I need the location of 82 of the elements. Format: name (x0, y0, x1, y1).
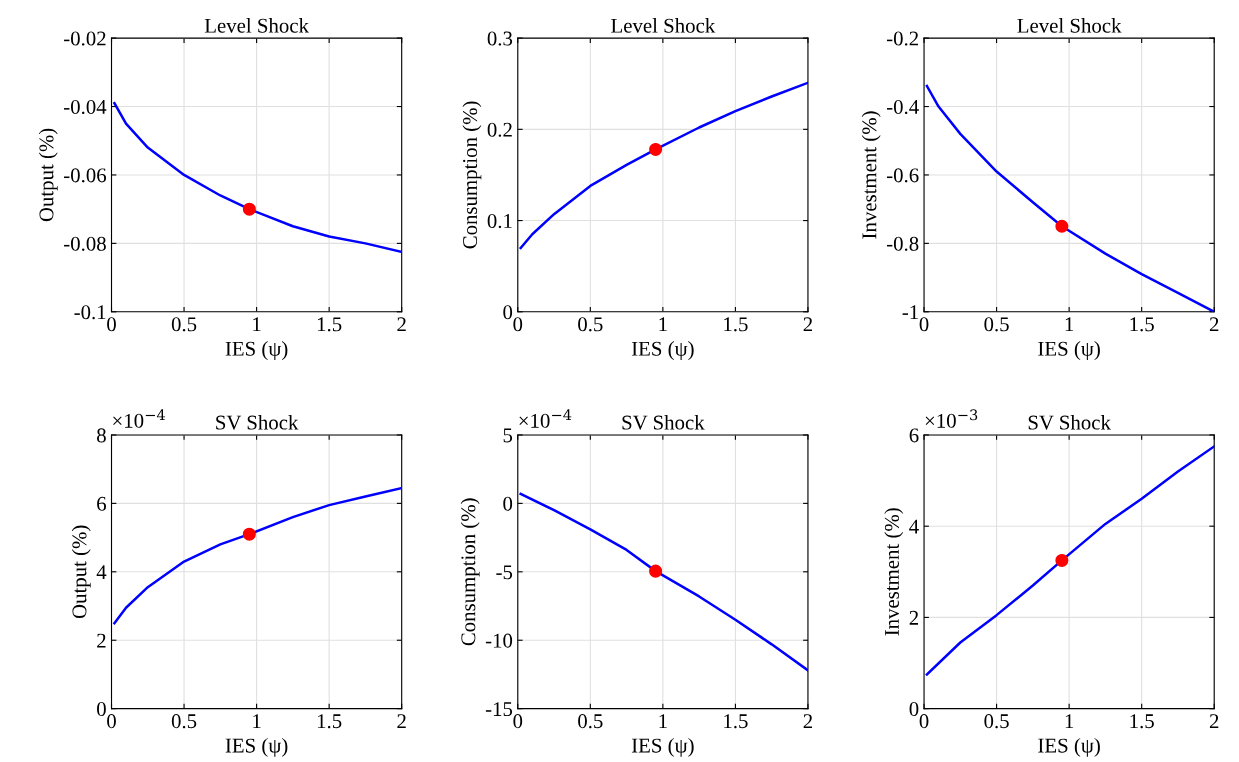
x-tick-label: 0.5 (984, 317, 1009, 332)
y-tick-label: 0.2 (487, 122, 512, 137)
text: ×10$^{−3}$ (925, 409, 978, 428)
y-tick-label: 4 (96, 565, 107, 580)
line-series (519, 81, 808, 250)
y-tick-label: -0.04 (64, 99, 107, 115)
line-series (519, 492, 808, 672)
y-tick-label: -0.2 (886, 31, 919, 46)
y-tick-label: -15 (485, 702, 513, 717)
x-tick-label: 0.5 (578, 714, 603, 729)
line-series (925, 445, 1215, 676)
x-tick-label: 1 (659, 317, 667, 332)
x-tick-label: 1 (659, 714, 667, 728)
text: ×10$^{−4}$ (519, 409, 572, 428)
x-axis-title: IES (ψ) (225, 737, 288, 757)
y-tick-label: 6 (909, 428, 919, 443)
y-axis-title: Output (%) (71, 525, 91, 619)
x-tick-label: 1 (1065, 317, 1074, 332)
x-tick-label: 2 (397, 317, 406, 332)
y-tick-label: 0 (97, 702, 106, 717)
y-tick-label: 2 (97, 633, 106, 648)
x-tick-label: 0 (513, 714, 523, 729)
y-tick-label: -5 (496, 565, 513, 580)
x-tick-label: 1.5 (317, 714, 342, 729)
x-tick-label: 1 (253, 317, 261, 332)
y-tick-label: -10 (485, 633, 513, 648)
chart-title: SV Shock (622, 414, 705, 430)
y-tick-label: 0.1 (487, 213, 512, 229)
y-tick-label: -1 (902, 305, 918, 320)
x-axis-title: IES (ψ) (631, 737, 694, 757)
line-series (113, 486, 402, 625)
y-tick-label: 6 (97, 496, 107, 511)
x-tick-label: 0.5 (984, 714, 1009, 729)
y-tick-label: -0.4 (886, 99, 919, 115)
y-tick-label: 0.3 (487, 31, 513, 46)
x-tick-label: 1.5 (724, 714, 748, 729)
x-tick-label: 2 (803, 714, 813, 728)
x-tick-label: 2 (1209, 714, 1219, 728)
y-tick-label: 8 (97, 428, 106, 443)
y-tick-label: -0.06 (64, 168, 107, 183)
x-tick-label: 2 (803, 317, 813, 332)
x-tick-label: 0.5 (578, 317, 603, 332)
chart-title: Level Shock (611, 18, 716, 33)
x-tick-label: 0.5 (171, 317, 197, 332)
y-axis-title: Output (%) (38, 128, 58, 222)
y-tick-label: -0.6 (886, 168, 919, 183)
x-axis-title: IES (ψ) (1038, 737, 1100, 757)
y-axis-title: Investment (%) (861, 111, 881, 239)
y-tick-label: -0.08 (64, 236, 106, 251)
y-tick-label: 0 (909, 702, 919, 717)
chart-title: Level Shock (1017, 18, 1122, 33)
x-axis-title: IES (ψ) (1038, 341, 1100, 360)
chart-title: SV Shock (216, 414, 299, 430)
x-axis-title: IES (ψ) (225, 341, 288, 360)
y-tick-label: -0.02 (64, 31, 106, 46)
x-tick-label: 0 (513, 317, 523, 332)
y-tick-label: -0.8 (886, 236, 919, 251)
y-tick-label: 0 (503, 305, 513, 320)
line-series (113, 101, 402, 254)
x-tick-label: 1.5 (1130, 317, 1154, 332)
x-tick-label: 2 (1209, 317, 1219, 332)
x-tick-label: 1.5 (317, 317, 342, 332)
x-tick-label: 1 (1065, 714, 1074, 728)
y-axis-title: Investment (%) (884, 508, 904, 636)
y-tick-label: -0.1 (74, 305, 106, 320)
x-tick-label: 0 (919, 714, 929, 729)
x-tick-label: 1 (253, 714, 261, 728)
x-tick-label: 1.5 (724, 317, 748, 332)
x-tick-label: 1.5 (1130, 714, 1154, 729)
y-tick-label: 0 (503, 496, 513, 511)
y-tick-label: 4 (909, 519, 919, 534)
x-axis-title: IES (ψ) (631, 341, 694, 360)
y-axis-title: Consumption (%) (462, 101, 482, 249)
y-axis-title: Consumption (%) (460, 498, 480, 646)
x-tick-label: 2 (397, 714, 406, 728)
chart-title: SV Shock (1028, 414, 1111, 430)
y-tick-label: 5 (503, 428, 513, 443)
chart-title: Level Shock (204, 18, 309, 33)
text: ×10$^{−4}$ (113, 409, 166, 428)
y-tick-label: 2 (909, 610, 919, 625)
x-tick-label: 0 (919, 317, 929, 332)
x-tick-label: 0.5 (171, 714, 197, 729)
